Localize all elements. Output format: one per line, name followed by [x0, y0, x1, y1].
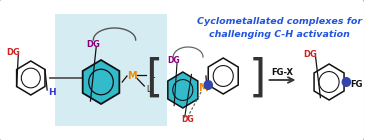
Text: [: [ — [145, 57, 163, 100]
Text: H: H — [48, 88, 56, 96]
Text: Cyclometallated complexes for
challenging C-H activation: Cyclometallated complexes for challengin… — [197, 17, 361, 39]
Polygon shape — [168, 72, 198, 108]
Text: DG: DG — [181, 116, 194, 124]
FancyBboxPatch shape — [0, 0, 365, 140]
Text: DG: DG — [6, 47, 20, 57]
Text: FG-X: FG-X — [271, 67, 293, 76]
Text: DG: DG — [87, 39, 100, 48]
Circle shape — [342, 77, 351, 87]
Text: M: M — [127, 71, 136, 81]
Text: ]: ] — [249, 57, 266, 100]
Text: DG: DG — [167, 55, 180, 65]
Polygon shape — [83, 60, 119, 104]
Text: M: M — [198, 83, 208, 93]
Circle shape — [203, 80, 213, 90]
FancyBboxPatch shape — [55, 14, 167, 126]
Text: L: L — [146, 85, 150, 94]
Text: L: L — [150, 71, 154, 80]
Text: DG: DG — [303, 50, 317, 59]
Text: FG: FG — [350, 80, 362, 88]
